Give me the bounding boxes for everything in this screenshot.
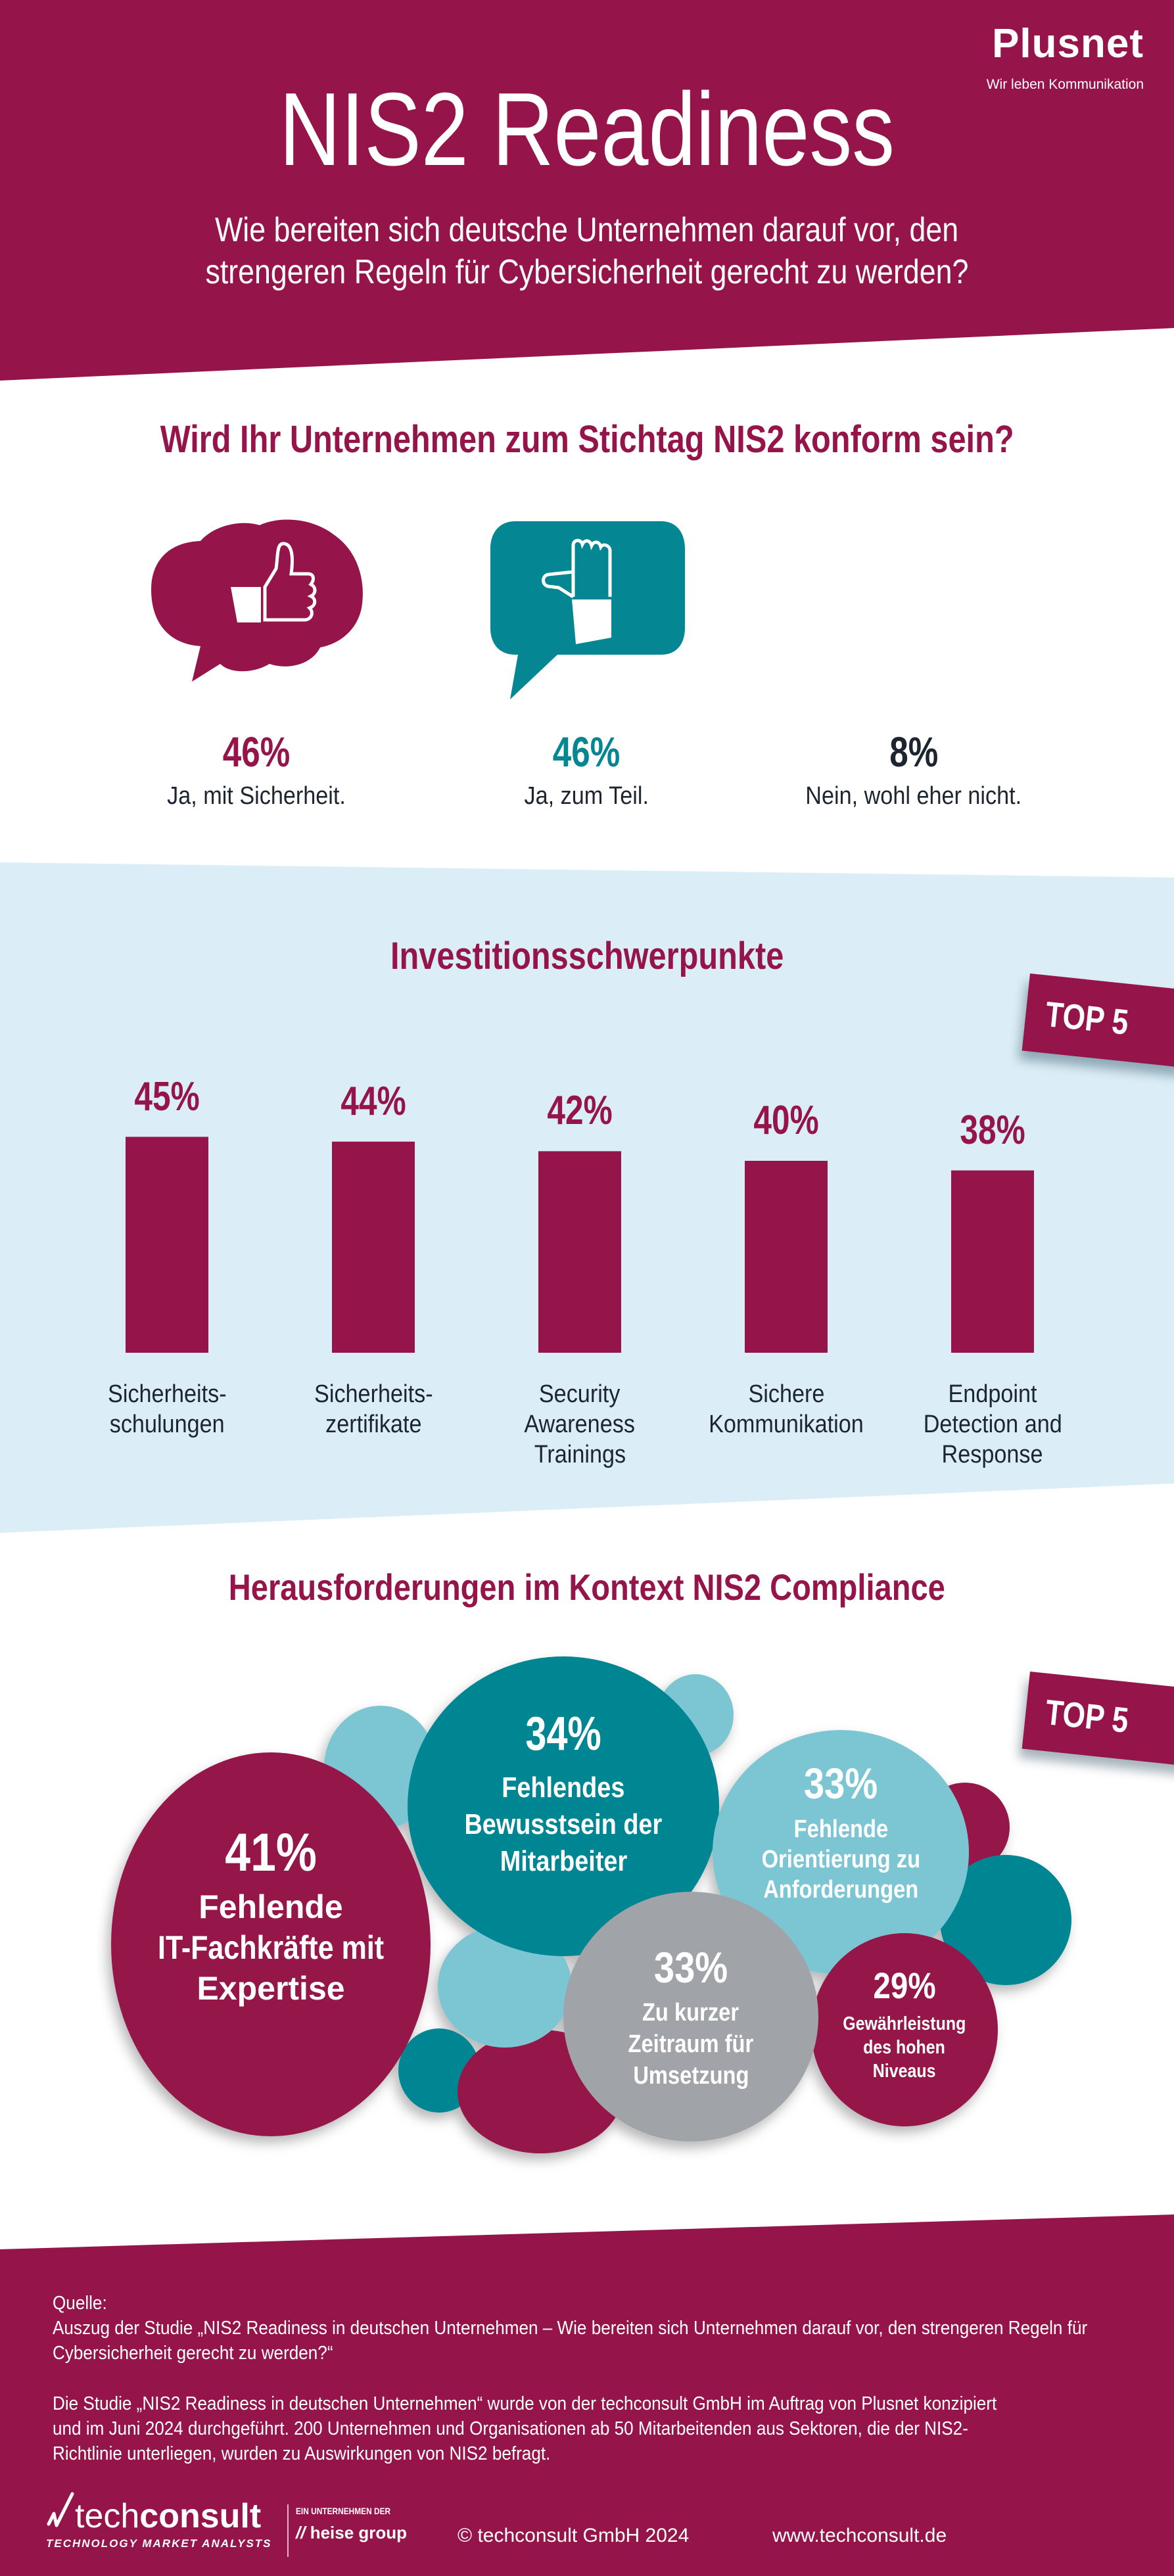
- challenges-title: Herausforderungen im Kontext NIS2 Compli…: [0, 1569, 1174, 1606]
- techconsult-brand-bold: consult: [139, 2497, 262, 2535]
- bar-category-label: Security Awareness Trainings: [524, 1380, 636, 1468]
- logo-tagline: Wir leben Kommunikation: [986, 77, 1144, 92]
- page-title-text: NIS2 Readiness: [279, 72, 895, 187]
- website-link[interactable]: www.techconsult.de: [772, 2525, 947, 2546]
- decor-bubble-lightblue-bottom: [438, 1925, 572, 2048]
- bubble-34-text: 34% Fehlendes Bewusstsein der Mitarbeite…: [464, 1708, 663, 1877]
- answer-value: 8%: [889, 728, 938, 776]
- bar-1: [126, 1136, 208, 1353]
- plusnet-logo: Plusnet Wir leben Kommunikation: [953, 24, 1144, 93]
- source-text: Auszug der Studie „NIS2 Readiness in deu…: [53, 2318, 1088, 2364]
- investments-bar-chart: [126, 1136, 1034, 1353]
- thumbs-sideways-icon: [490, 521, 685, 699]
- answer-label: Ja, mit Sicherheit.: [167, 782, 346, 810]
- answer-label: Ja, zum Teil.: [524, 782, 649, 810]
- techconsult-logo: techconsult TECHNOLOGY MARKET ANALYSTS: [46, 2491, 289, 2550]
- bubble-33-orientation: [713, 1730, 969, 1975]
- copyright: © techconsult GmbH 2024: [458, 2525, 690, 2546]
- conformity-title-text: Wird Ihr Unternehmen zum Stichtag NIS2 k…: [160, 418, 1014, 461]
- challenges-bubble-cluster: [111, 1656, 1071, 2153]
- answer-value: 46%: [222, 728, 291, 776]
- logo-divider: [287, 2504, 289, 2557]
- bar-value-label: 40%: [753, 1098, 819, 1143]
- bubble-33-timeframe: [563, 1892, 818, 2142]
- techconsult-checkmark-icon: [47, 2492, 74, 2527]
- bar-2: [332, 1141, 415, 1353]
- answer-yes-partly: 46% Ja, zum Teil.: [475, 731, 698, 808]
- bubble-29: [811, 1933, 998, 2126]
- parent-name: // heise group: [296, 2523, 408, 2542]
- bar-category-label: Sichere Kommunikation: [709, 1380, 864, 1438]
- techconsult-brand-light: tech: [75, 2497, 140, 2535]
- page-title: NIS2 Readiness: [0, 78, 1174, 181]
- conformity-title: Wird Ihr Unternehmen zum Stichtag NIS2 k…: [0, 421, 1174, 459]
- logo-wordmark: Plusnet: [992, 21, 1144, 66]
- footer-study: Die Studie „NIS2 Readiness in deutschen …: [53, 2391, 1131, 2466]
- answer-label: Nein, wohl eher nicht.: [805, 782, 1022, 810]
- thumbs-up-icon: [151, 519, 363, 682]
- thumbs-sideways-cuff: [572, 599, 611, 644]
- heise-group-logo: EIN UNTERNEHMEN DER // heise group: [296, 2506, 408, 2543]
- bar-value-label: 45%: [134, 1073, 200, 1119]
- bar-value-label: 42%: [547, 1088, 613, 1134]
- bar-category-label: Sicherheits-zertifikate: [314, 1380, 433, 1438]
- thumbs-sideways-glyph: [542, 538, 612, 599]
- bubble-29-text: 29% Gewährleistung des hohen Niveaus: [843, 1965, 966, 2082]
- bar-category-label: Sicherheits-schulungen: [107, 1380, 227, 1438]
- answer-value: 46%: [552, 728, 621, 776]
- study-text: Die Studie „NIS2 Readiness in deutschen …: [53, 2393, 997, 2464]
- source-label: Quelle:: [53, 2293, 107, 2314]
- bubble-33-orientation-text: 33% Fehlende Orientierung zu Anforderung…: [761, 1759, 920, 1904]
- challenges-title-text: Herausforderungen im Kontext NIS2 Compli…: [229, 1566, 945, 1608]
- investments-title-text: Investitionsschwerpunkte: [390, 935, 784, 977]
- bar-5: [951, 1170, 1034, 1353]
- bar-4: [745, 1161, 828, 1353]
- page-subtitle-line-2: strengeren Regeln für Cybersicherheit ge…: [205, 253, 969, 291]
- bar-value-label: 38%: [960, 1107, 1025, 1153]
- answer-yes-certain: 46% Ja, mit Sicherheit.: [145, 731, 368, 808]
- answer-no: 8% Nein, wohl eher nicht.: [756, 731, 1071, 808]
- bubble-33-timeframe-text: 33% Zu kurzer Zeitraum für Umsetzung: [628, 1943, 754, 2090]
- bubble-34: [408, 1656, 719, 1956]
- thumbs-up-cuff: [231, 587, 261, 622]
- investments-title: Investitionsschwerpunkte: [0, 937, 1174, 975]
- page-subtitle: Wie bereiten sich deutsche Unternehmen d…: [0, 209, 1174, 293]
- parent-label: EIN UNTERNEHMEN DER: [296, 2506, 391, 2516]
- techconsult-sub: TECHNOLOGY MARKET ANALYSTS: [46, 2537, 272, 2550]
- bar-3: [538, 1151, 621, 1353]
- bubble-41: [111, 1752, 431, 2136]
- bar-value-label: 44%: [340, 1078, 406, 1124]
- thumbs-up-glyph: [263, 542, 317, 622]
- page-subtitle-line-1: Wie bereiten sich deutsche Unternehmen d…: [215, 211, 959, 249]
- heise-slash-icon: //: [296, 2523, 306, 2542]
- header-band: [0, 0, 1174, 381]
- footer-source: Quelle: Auszug der Studie „NIS2 Readines…: [53, 2291, 1131, 2366]
- decor-bubble-teal-right: [940, 1855, 1071, 1985]
- bubble-41-text: 41% Fehlende IT-Fachkräfte mit Expertise: [157, 1823, 385, 2007]
- footer-band: [0, 2214, 1174, 2576]
- bar-category-label: Endpoint Detection and Response: [923, 1380, 1062, 1468]
